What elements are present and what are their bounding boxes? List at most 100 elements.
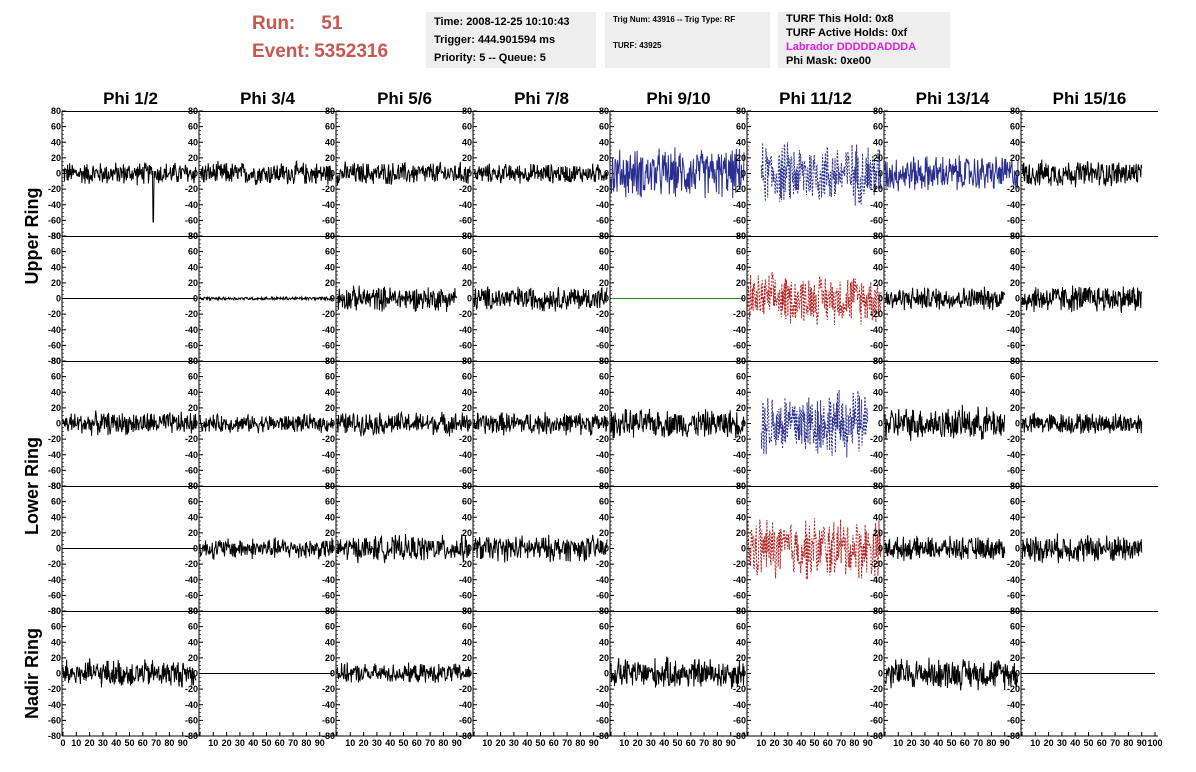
y-tick-label: 20 (873, 278, 883, 288)
x-tick-label: 90 (315, 738, 325, 748)
y-tick-label: 0 (741, 544, 746, 554)
event-value: 5352316 (314, 41, 389, 62)
waveform-trace (1021, 533, 1143, 564)
x-tick-label: 70 (151, 738, 161, 748)
y-tick-label: 40 (1010, 387, 1020, 397)
y-tick-label: 20 (325, 153, 335, 163)
y-tick-label: -60 (733, 590, 746, 600)
y-tick-label: 0 (604, 169, 609, 179)
y-tick-label: 0 (330, 419, 335, 429)
x-tick-label: 70 (288, 738, 298, 748)
y-tick-label: 0 (604, 544, 609, 554)
x-tick-label: 50 (535, 738, 545, 748)
y-tick-label: 0 (193, 169, 198, 179)
y-tick-label: 20 (51, 653, 61, 663)
y-tick-label: 40 (873, 137, 883, 147)
labrador-text: Labrador DDDDDADDDA (786, 41, 917, 53)
y-tick-label: 0 (467, 294, 472, 304)
y-tick-label: 20 (325, 278, 335, 288)
y-tick-label: -40 (322, 450, 335, 460)
y-tick-label: 40 (599, 512, 609, 522)
y-tick-label: 20 (736, 278, 746, 288)
y-tick-label: 80 (462, 106, 472, 116)
y-tick-label: -60 (733, 340, 746, 350)
y-tick-label: 60 (188, 497, 198, 507)
y-tick-label: 60 (1010, 247, 1020, 257)
y-tick-label: 40 (325, 262, 335, 272)
y-tick-label: -20 (459, 184, 472, 194)
y-tick-label: 40 (325, 637, 335, 647)
y-tick-label: 0 (56, 544, 61, 554)
x-tick-label: 80 (438, 738, 448, 748)
y-tick-label: 20 (51, 153, 61, 163)
y-tick-label: -40 (596, 200, 609, 210)
waveform-trace (473, 534, 608, 563)
y-tick-label: 40 (51, 137, 61, 147)
y-tick-label: 20 (51, 403, 61, 413)
y-tick-label: 80 (462, 231, 472, 241)
x-tick-label: 90 (452, 738, 462, 748)
y-tick-label: -20 (870, 684, 883, 694)
x-tick-label: 10 (345, 738, 355, 748)
waveform-trace (884, 155, 1019, 192)
y-tick-label: 20 (873, 403, 883, 413)
y-tick-label: 80 (1010, 106, 1020, 116)
column-title: Phi 15/16 (1053, 89, 1127, 108)
y-tick-label: -40 (48, 450, 61, 460)
y-tick-label: 40 (599, 262, 609, 272)
y-tick-label: -60 (185, 340, 198, 350)
y-tick-label: 20 (736, 528, 746, 538)
y-tick-label: -60 (733, 215, 746, 225)
column-title: Phi 11/12 (779, 89, 852, 108)
y-tick-label: 0 (193, 669, 198, 679)
x-tick-label: 80 (849, 738, 859, 748)
y-tick-label: -20 (733, 309, 746, 319)
waveform-trace (610, 656, 745, 689)
y-tick-label: 80 (1010, 606, 1020, 616)
x-tick-label: 60 (412, 738, 422, 748)
y-tick-label: 60 (51, 247, 61, 257)
y-tick-label: -40 (1007, 200, 1020, 210)
x-tick-label: 40 (659, 738, 669, 748)
y-tick-label: 60 (51, 372, 61, 382)
y-tick-label: -40 (185, 325, 198, 335)
y-tick-label: 0 (1015, 294, 1020, 304)
y-tick-label: -20 (48, 434, 61, 444)
y-tick-label: 40 (188, 262, 198, 272)
y-tick-label: -60 (596, 465, 609, 475)
waveform-trace (1021, 159, 1143, 188)
x-tick-label: 70 (699, 738, 709, 748)
y-tick-label: -60 (1007, 215, 1020, 225)
y-tick-label: 80 (736, 606, 746, 616)
y-tick-label: 60 (736, 372, 746, 382)
y-tick-label: 40 (599, 137, 609, 147)
x-tick-label: 20 (770, 738, 780, 748)
y-tick-label: 0 (56, 419, 61, 429)
y-tick-label: 60 (599, 122, 609, 132)
y-tick-label: 40 (51, 387, 61, 397)
y-tick-label: -40 (185, 575, 198, 585)
y-tick-label: -20 (870, 559, 883, 569)
y-tick-label: 0 (467, 669, 472, 679)
x-tick-label: 10 (893, 738, 903, 748)
x-tick-label: 70 (1110, 738, 1120, 748)
column-title: Phi 3/4 (240, 89, 295, 108)
ring-label: Nadir Ring (22, 628, 42, 719)
y-tick-label: 80 (736, 481, 746, 491)
y-tick-label: -20 (185, 559, 198, 569)
y-tick-label: 80 (462, 481, 472, 491)
y-tick-label: -40 (870, 200, 883, 210)
run-value: 51 (321, 13, 343, 34)
y-tick-label: 60 (188, 122, 198, 132)
y-tick-label: -40 (322, 325, 335, 335)
y-tick-label: 80 (873, 481, 883, 491)
y-tick-label: -20 (870, 434, 883, 444)
x-tick-label: 60 (1097, 738, 1107, 748)
y-tick-label: 20 (462, 278, 472, 288)
y-tick-label: 0 (193, 544, 198, 554)
y-tick-label: 60 (325, 497, 335, 507)
y-tick-label: 20 (736, 403, 746, 413)
y-tick-label: -40 (596, 325, 609, 335)
y-tick-label: -60 (870, 715, 883, 725)
y-tick-label: 60 (325, 372, 335, 382)
